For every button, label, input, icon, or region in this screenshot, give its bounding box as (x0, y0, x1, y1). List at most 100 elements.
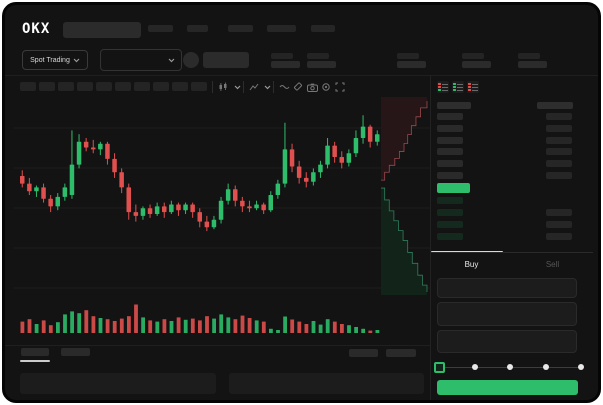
nav-item[interactable] (187, 25, 208, 32)
ask-amount (546, 137, 572, 144)
bottom-tab[interactable] (21, 348, 49, 356)
icon-line (472, 89, 478, 91)
nav-item[interactable] (311, 25, 335, 32)
bid-amount (546, 233, 572, 240)
ticker-stat (397, 53, 427, 69)
timeframe-pill[interactable] (39, 82, 55, 91)
ask-price[interactable] (437, 113, 463, 120)
order-form-field[interactable] (437, 330, 577, 353)
bid-price[interactable] (437, 209, 463, 216)
okx-logo[interactable]: OKX (22, 21, 51, 37)
bottom-panel (20, 373, 216, 394)
ask-price[interactable] (437, 125, 463, 132)
orderbook-asks-icon[interactable] (467, 81, 479, 93)
order-form-field[interactable] (437, 302, 577, 326)
slider-handle[interactable] (434, 362, 445, 373)
draw-icon[interactable] (292, 81, 304, 93)
ticker-stat-value (518, 61, 547, 68)
bottom-panel (229, 373, 424, 394)
candle-type-icon[interactable] (217, 81, 229, 93)
ticker-stat-label (462, 53, 484, 59)
ask-price[interactable] (437, 148, 463, 155)
timeframe-pill[interactable] (191, 82, 207, 91)
nav-item[interactable] (228, 25, 253, 32)
panel-divider (430, 75, 431, 400)
bottom-tab-indicator (20, 360, 50, 362)
icon-row (468, 86, 478, 88)
bottom-action-pill[interactable] (386, 349, 416, 357)
icon-square (468, 86, 471, 88)
nav-item[interactable] (267, 25, 296, 32)
toolbar-divider (273, 81, 274, 93)
buy-button[interactable] (437, 380, 578, 395)
timeframe-pill[interactable] (20, 82, 36, 91)
ask-amount (546, 125, 572, 132)
bid-price[interactable] (437, 197, 463, 204)
timeframe-pill[interactable] (77, 82, 93, 91)
icon-row (468, 83, 478, 85)
ask-amount (546, 160, 572, 167)
bottom-tab[interactable] (61, 348, 90, 356)
orderbook-last-price[interactable] (437, 183, 470, 193)
ticker-stat (518, 53, 548, 69)
orderbook-bids-icon[interactable] (452, 81, 464, 93)
icon-line (457, 83, 463, 85)
ticker-stat (271, 53, 301, 69)
chevron-down-icon (168, 58, 175, 62)
wave-icon[interactable] (278, 81, 290, 93)
market-type-dropdown[interactable]: Spot Trading (22, 50, 88, 70)
bid-amount (546, 209, 572, 216)
search-input[interactable] (63, 22, 141, 38)
icon-row (438, 83, 448, 85)
indicator-icon[interactable] (248, 81, 260, 93)
pair-selector-dropdown[interactable] (100, 49, 182, 71)
timeframe-pill[interactable] (172, 82, 188, 91)
icon-line (472, 83, 478, 85)
orderbook-split-icon[interactable] (437, 81, 449, 93)
camera-icon[interactable] (306, 81, 318, 93)
icon-square (453, 89, 456, 91)
slider-stop[interactable] (507, 364, 513, 370)
header-divider (5, 75, 598, 76)
bottom-action-pill[interactable] (349, 349, 378, 357)
order-form-field[interactable] (437, 278, 577, 298)
bid-price[interactable] (437, 221, 463, 228)
slider-stop[interactable] (471, 364, 478, 370)
chevron-down-icon[interactable] (231, 81, 243, 93)
icon-square (468, 83, 471, 85)
timeframe-pill[interactable] (96, 82, 112, 91)
ticker-stat-value (271, 61, 300, 68)
ask-price[interactable] (437, 160, 463, 167)
timeframe-pill[interactable] (134, 82, 150, 91)
icon-line (442, 89, 448, 91)
icon-line (442, 83, 448, 85)
tab-buy[interactable]: Buy (464, 259, 479, 269)
icon-row (438, 86, 448, 88)
ask-price[interactable] (437, 137, 463, 144)
icon-line (457, 89, 463, 91)
icon-row (453, 83, 463, 85)
settings-icon[interactable] (320, 81, 332, 93)
icon-square (468, 89, 471, 91)
icon-line (457, 86, 463, 88)
timeframe-pill[interactable] (153, 82, 169, 91)
icon-row (453, 89, 463, 91)
tab-sell[interactable]: Sell (545, 259, 560, 269)
price-chart[interactable] (14, 97, 430, 345)
fullscreen-icon[interactable] (334, 81, 346, 93)
ask-price[interactable] (437, 172, 463, 179)
timeframe-pill[interactable] (115, 82, 131, 91)
icon-square (438, 89, 441, 91)
slider-stop[interactable] (578, 364, 584, 370)
icon-row (468, 89, 478, 91)
icon-square (453, 86, 456, 88)
orderbook-col-header (537, 102, 573, 109)
ticker-stat (462, 53, 492, 69)
slider-stop[interactable] (542, 364, 549, 370)
bid-price[interactable] (437, 233, 463, 240)
chevron-down-icon[interactable] (261, 81, 273, 93)
timeframe-pill[interactable] (58, 82, 74, 91)
bottom-divider (5, 345, 430, 346)
nav-item[interactable] (148, 25, 173, 32)
